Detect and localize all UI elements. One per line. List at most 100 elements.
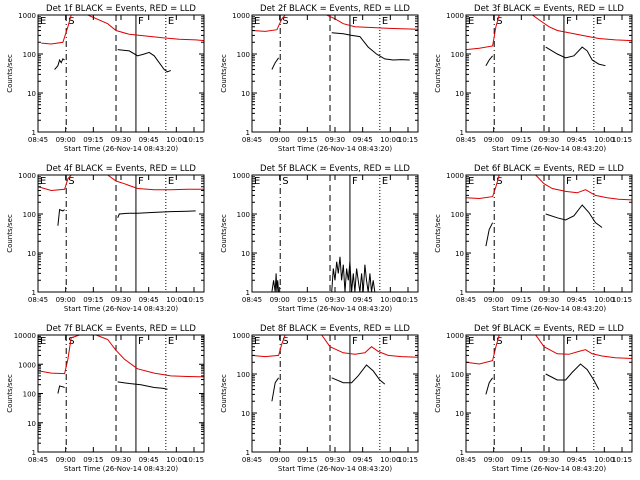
x-axis-label: Start Time (26-Nov-14 08:43:20) [64,145,178,153]
marker-label: E [254,16,260,27]
y-tick-label: 100 [451,211,464,219]
x-tick-label: 10:00 [380,136,400,144]
x-tick-label: 09:15 [511,296,531,304]
plot-frame [465,14,633,133]
x-tick-label: 10:00 [166,136,186,144]
x-axis-label: Start Time (26-Nov-14 08:43:20) [64,305,178,313]
y-tick-label: 10 [241,410,250,418]
marker-label: E [468,176,474,187]
y-tick-label: 1000 [18,361,36,369]
lld-line [252,15,418,32]
x-tick-label: 08:45 [456,136,476,144]
plot-frame [37,174,205,293]
marker-label: F [352,336,358,347]
y-tick-label: 10 [27,420,36,428]
events-line [271,57,280,70]
y-tick-label: 100 [237,211,250,219]
y-tick-label: 1000 [446,172,464,180]
y-axis-label: Counts/sec [434,214,442,253]
x-tick-label: 08:45 [28,136,48,144]
plot-frame [251,174,419,293]
lld-line [252,335,418,358]
events-line [117,49,171,73]
marker-label: S [68,336,74,347]
x-tick-label: 09:45 [567,456,587,464]
y-tick-label: 100 [23,391,36,399]
marker-label: E [168,336,174,347]
y-tick-label: 1 [246,449,250,457]
y-tick-label: 1 [460,129,464,137]
marker-label: F [566,176,572,187]
x-tick-label: 09:00 [484,296,504,304]
y-tick-label: 10 [455,250,464,258]
events-line [57,385,65,394]
x-tick-label: 10:15 [398,296,418,304]
y-axis-label: Counts/sec [434,374,442,413]
marker-label: F [138,16,144,27]
plot-frame [37,334,205,453]
x-tick-label: 09:30 [325,296,345,304]
x-tick-label: 10:00 [594,456,614,464]
x-tick-label: 09:30 [325,136,345,144]
y-axis-label: Counts/sec [434,54,442,93]
x-axis-label: Start Time (26-Nov-14 08:43:20) [278,305,392,313]
marker-label: S [496,16,502,27]
x-tick-label: 09:45 [353,296,373,304]
x-tick-label: 10:15 [612,456,632,464]
marker-label: E [596,176,602,187]
events-line [331,364,386,385]
x-tick-label: 10:15 [184,296,204,304]
y-tick-label: 10 [27,90,36,98]
y-tick-label: 100 [23,51,36,59]
x-tick-label: 10:00 [166,296,186,304]
plot-frame [251,14,419,133]
x-tick-label: 10:00 [594,296,614,304]
panel-title: Det 2f BLACK = Events, RED = LLD [260,4,410,14]
x-axis-label: Start Time (26-Nov-14 08:43:20) [278,465,392,473]
events-line [331,256,377,292]
x-tick-label: 08:45 [28,296,48,304]
marker-label: S [282,16,288,27]
x-tick-label: 09:45 [139,136,159,144]
marker-label: E [254,336,260,347]
x-tick-label: 10:15 [612,296,632,304]
x-tick-label: 09:00 [270,456,290,464]
x-tick-label: 08:45 [456,456,476,464]
lld-line [38,335,204,378]
x-tick-label: 10:15 [184,456,204,464]
events-line [485,377,494,395]
marker-label: S [496,176,502,187]
x-tick-label: 09:00 [56,296,76,304]
x-tick-label: 10:00 [380,296,400,304]
marker-label: E [168,16,174,27]
marker-label: E [382,336,388,347]
marker-label: E [40,176,46,187]
panel-title: Det 3f BLACK = Events, RED = LLD [474,4,624,14]
y-tick-label: 1 [32,289,36,297]
marker-label: E [468,336,474,347]
events-line [117,210,196,218]
events-line [485,55,493,66]
y-tick-label: 10 [455,90,464,98]
x-tick-label: 10:15 [612,136,632,144]
y-tick-label: 100 [451,371,464,379]
y-axis-label: Counts/sec [220,54,228,93]
panel-title: Det 9f BLACK = Events, RED = LLD [474,324,624,334]
plot-frame [465,334,633,453]
x-tick-label: 09:30 [539,136,559,144]
events-line [57,208,65,226]
lld-line [466,15,632,51]
x-tick-label: 09:15 [83,136,103,144]
marker-label: S [68,176,74,187]
marker-label: E [168,176,174,187]
panel-title: Det 4f BLACK = Events, RED = LLD [46,164,196,174]
marker-label: E [254,176,260,187]
x-tick-label: 09:30 [111,136,131,144]
lld-line [38,175,204,192]
x-tick-label: 09:00 [56,136,76,144]
marker-label: F [566,336,572,347]
x-tick-label: 09:30 [539,456,559,464]
lld-line [41,15,204,45]
